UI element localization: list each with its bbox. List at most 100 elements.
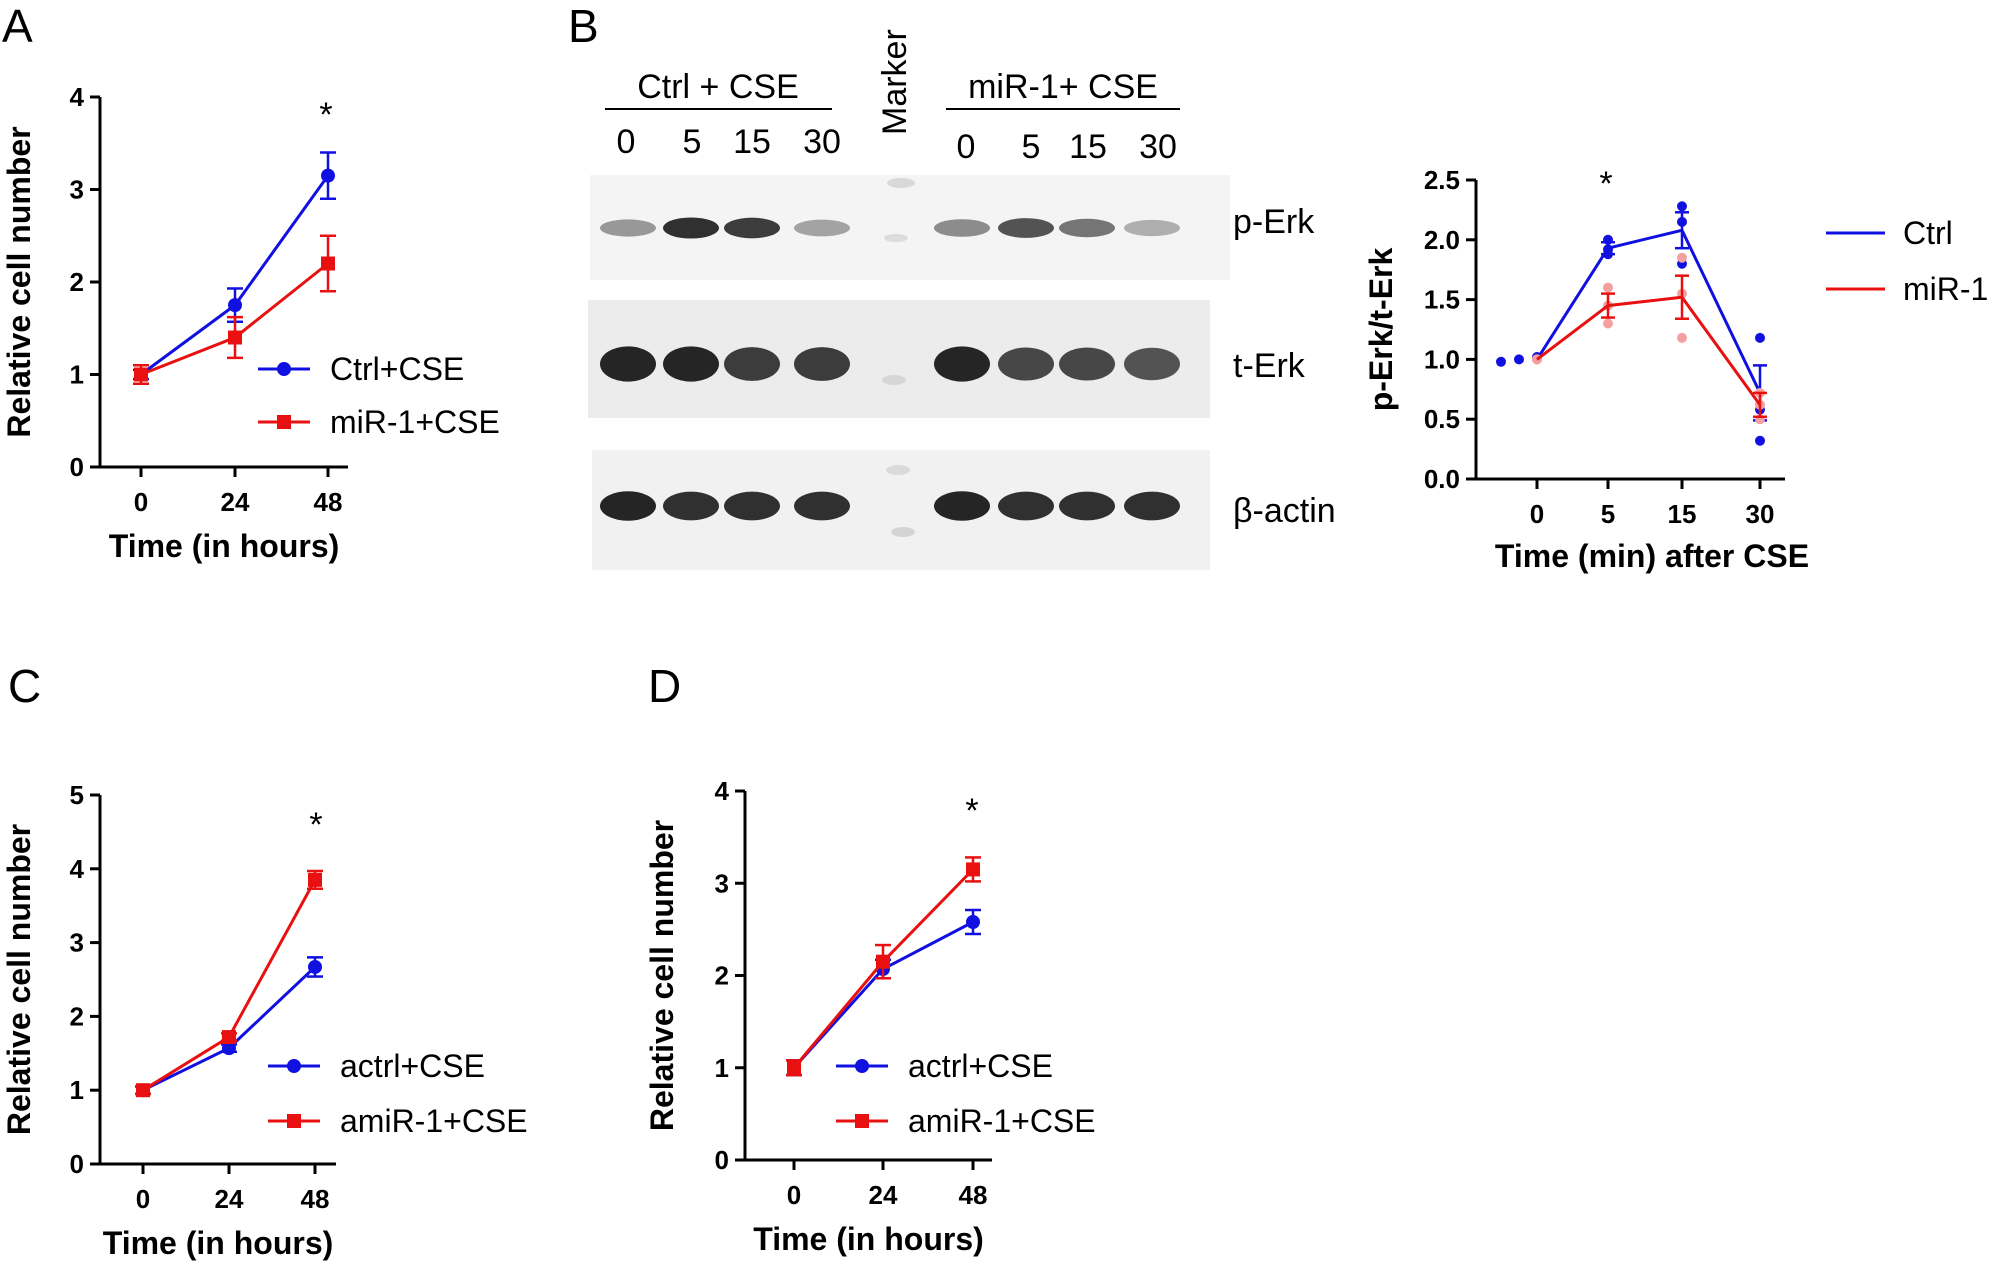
replicate-point (1603, 318, 1613, 329)
legend-swatch-marker (277, 415, 291, 429)
legend-label: miR-1 (1903, 271, 1988, 307)
band-actin (1124, 491, 1180, 521)
blot-time-label: 15 (1069, 128, 1107, 166)
x-tick-label: 48 (314, 487, 343, 517)
y-axis-label: Relative cell number (644, 820, 680, 1131)
panel-label-a: A (2, 0, 33, 52)
legend-label: Ctrl (1903, 215, 1953, 251)
x-axis-label: Time (in hours) (753, 1221, 984, 1257)
x-tick-label: 15 (1668, 499, 1697, 529)
data-point (228, 298, 242, 313)
row-label-t-erk: t-Erk (1233, 347, 1306, 385)
legend-label: amiR-1+CSE (908, 1103, 1096, 1139)
marker-band (887, 178, 915, 188)
x-tick-label: 0 (134, 487, 148, 517)
band-perk (663, 217, 719, 239)
y-tick-label: 1.5 (1424, 285, 1460, 315)
band-actin (794, 491, 850, 521)
band-perk (1059, 218, 1115, 238)
blot-time-label: 0 (617, 123, 636, 161)
y-axis-label: Relative cell number (1, 126, 37, 437)
y-tick-label: 1 (715, 1053, 729, 1083)
y-tick-label: 2.0 (1424, 225, 1460, 255)
x-tick-label: 5 (1601, 499, 1615, 529)
band-perk (1124, 219, 1180, 237)
chart-c: 0 1 2 3 4 5 0 24 48 Time (in hours) Relative cell … (1, 780, 528, 1261)
data-point (966, 862, 980, 877)
blot-time-label: 30 (803, 123, 841, 161)
group1-label: Ctrl + CSE (637, 68, 799, 106)
blot-time-label: 5 (1022, 128, 1041, 166)
x-tick-label: 48 (301, 1184, 330, 1214)
y-tick-label: 2 (70, 267, 84, 297)
x-tick-label: 0 (136, 1184, 150, 1214)
y-tick-label: 3 (70, 175, 84, 205)
y-tick-label: 2 (70, 1001, 84, 1031)
band-perk (794, 219, 850, 237)
panel-label-d: D (648, 660, 681, 712)
marker-band (886, 465, 910, 475)
blot-time-label: 0 (957, 128, 976, 166)
significance-star: * (1599, 165, 1612, 203)
series-line (142, 879, 317, 1092)
legend-swatch-marker (287, 1059, 301, 1073)
band-actin (934, 491, 990, 521)
legend-label: amiR-1+CSE (340, 1103, 528, 1139)
band-actin (600, 491, 656, 521)
replicate-point (1677, 332, 1687, 343)
band-actin (998, 491, 1054, 521)
data-point (134, 367, 148, 382)
x-axis-label: Time (in hours) (103, 1225, 334, 1261)
band-terk (600, 346, 656, 382)
chart-d: 0 1 2 3 4 0 24 48 Time (in hours) Relative cell n… (644, 776, 1096, 1257)
band-perk (934, 219, 990, 237)
band-actin (724, 491, 780, 521)
y-tick-label: 1 (70, 360, 84, 390)
significance-star: * (319, 96, 332, 134)
y-tick-label: 1.0 (1424, 344, 1460, 374)
replicate-point (1677, 252, 1687, 263)
band-perk (998, 218, 1054, 238)
row-label-p-erk: p-Erk (1233, 203, 1315, 241)
x-tick-label: 30 (1746, 499, 1775, 529)
chart-b: 0.0 0.5 1.0 1.5 2.0 2.5 0 5 15 30 Time (min) after… (1363, 165, 1988, 574)
y-tick-label: 2.5 (1424, 165, 1460, 195)
band-terk (724, 347, 780, 381)
x-tick-label: 24 (215, 1184, 244, 1214)
band-terk (934, 346, 990, 382)
y-tick-label: 3 (715, 868, 729, 898)
data-point (787, 1060, 801, 1075)
data-point (308, 959, 322, 974)
y-tick-label: 0 (70, 452, 84, 482)
y-tick-label: 0.5 (1424, 404, 1460, 434)
y-tick-label: 4 (70, 82, 85, 112)
replicate-point (1677, 201, 1687, 212)
blot-time-label: 5 (683, 123, 702, 161)
marker-band (882, 375, 906, 385)
data-point (222, 1030, 236, 1045)
band-terk (794, 347, 850, 381)
x-axis-label: Time (in hours) (109, 528, 340, 564)
data-point (228, 330, 242, 345)
replicate-point (1603, 282, 1613, 293)
blot-bands (600, 217, 1180, 521)
y-tick-label: 0.0 (1424, 464, 1460, 494)
y-axis-label: Relative cell number (1, 824, 37, 1135)
band-actin (1059, 491, 1115, 521)
band-actin (663, 491, 719, 521)
legend-swatch-marker (855, 1059, 869, 1073)
replicate-point (1755, 435, 1765, 446)
group2-label: miR-1+ CSE (968, 68, 1158, 106)
legend-label: Ctrl+CSE (330, 351, 464, 387)
blot-time-labels: 0 5 15 30 0 5 15 30 (617, 123, 1177, 166)
x-tick-label: 0 (787, 1180, 801, 1210)
band-terk (1124, 347, 1180, 381)
series-line (142, 965, 317, 1092)
band-perk (600, 219, 656, 237)
legend-label: actrl+CSE (340, 1048, 485, 1084)
panel-label-b: B (568, 0, 599, 52)
x-tick-label: 48 (959, 1180, 988, 1210)
marker-label: Marker (876, 29, 914, 135)
y-tick-label: 2 (715, 961, 729, 991)
legend-swatch-marker (277, 362, 291, 376)
